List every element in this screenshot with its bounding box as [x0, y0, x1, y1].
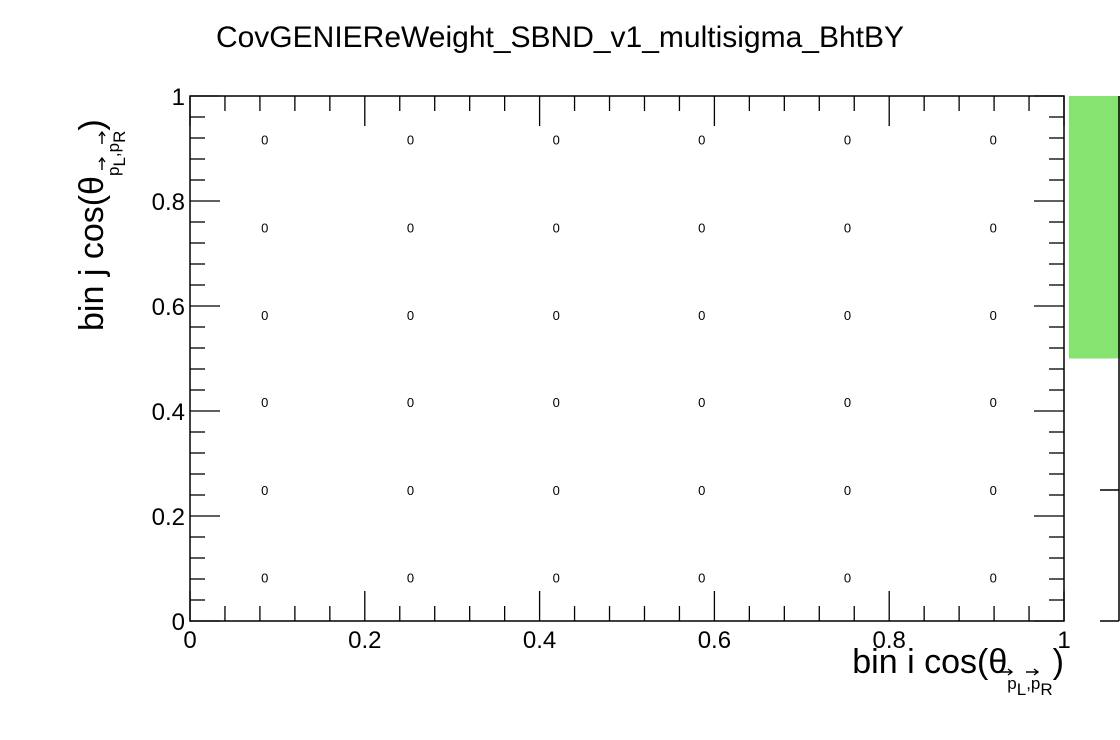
cell-value-labels: 0 0 0 0 0 0 0 0 0 0 0 0 0 0 0 0 0 0 0 0 0 0 0 0 0 0 0 0 0 0 0 0 0 0 0 0 [261, 133, 997, 586]
y-tick-label: 0.8 [152, 189, 185, 216]
cell-value: 0 [698, 308, 705, 323]
cell-value: 0 [698, 570, 705, 585]
x-axis-tick-labels: 0 0.2 0.4 0.6 0.8 1 [183, 627, 1070, 654]
y-axis-title-prefix: bin j cos( [73, 194, 111, 331]
cell-value: 0 [698, 133, 705, 148]
y-tick-label: 1 [172, 84, 185, 111]
y-axis-tick-labels: 0 0.2 0.4 0.6 0.8 1 [152, 84, 185, 636]
x-axis-title-sub-comma: , [1026, 674, 1031, 693]
cell-value: 0 [553, 570, 560, 585]
cell-value: 0 [990, 220, 997, 235]
chart-title: CovGENIEReWeight_SBND_v1_multisigma_BhtB… [216, 21, 904, 54]
y-axis-title-theta: θ [73, 176, 111, 195]
cell-value: 0 [990, 395, 997, 410]
cell-value: 0 [844, 570, 851, 585]
y-axis-ticks [190, 95, 1064, 622]
cell-value: 0 [407, 570, 414, 585]
cell-value: 0 [844, 133, 851, 148]
cell-value: 0 [990, 308, 997, 323]
y-tick-label: 0.6 [152, 294, 185, 321]
cell-value: 0 [407, 308, 414, 323]
cell-value: 0 [553, 133, 560, 148]
y-axis-title-sub-p1: p [104, 167, 123, 176]
cell-value: 0 [844, 220, 851, 235]
plot-frame [189, 95, 1065, 622]
y-axis-title-sub-comma: , [104, 152, 123, 157]
y-axis-title-suffix: ) [73, 119, 111, 130]
y-tick-label: 0.4 [152, 399, 185, 426]
x-axis-title-sub-L: L [1017, 680, 1026, 699]
cell-value: 0 [261, 395, 268, 410]
cell-value: 0 [990, 133, 997, 148]
x-tick-label: 0 [183, 627, 196, 654]
cell-value: 0 [990, 570, 997, 585]
cell-value: 0 [844, 395, 851, 410]
cell-value: 0 [553, 308, 560, 323]
cell-value: 0 [553, 483, 560, 498]
x-axis-title-vector-arrow [1026, 668, 1040, 676]
y-axis-title-sub-p2: p [104, 143, 123, 152]
cell-value: 0 [698, 395, 705, 410]
x-tick-label: 0.4 [523, 627, 556, 654]
cell-value: 0 [553, 395, 560, 410]
x-axis-title-prefix: bin i cos( [852, 643, 989, 681]
cell-value: 0 [990, 483, 997, 498]
y-axis-title: bin j cos(θpL,pR) [73, 119, 129, 331]
cell-value: 0 [261, 570, 268, 585]
x-axis-title: bin i cos(θpL,pR) [852, 643, 1064, 699]
y-tick-label: 0 [172, 609, 185, 636]
cell-value: 0 [261, 483, 268, 498]
y-axis-title-vector-arrow [98, 156, 106, 170]
x-axis-title-vector-arrow [1000, 668, 1014, 676]
x-tick-label: 0.2 [348, 627, 381, 654]
cell-value: 0 [844, 308, 851, 323]
cell-value: 0 [698, 220, 705, 235]
cell-value: 0 [844, 483, 851, 498]
palette-fill [1069, 96, 1120, 359]
cell-value: 0 [407, 220, 414, 235]
cell-value: 0 [407, 483, 414, 498]
x-tick-label: 0.6 [698, 627, 731, 654]
y-axis-title-sub-L: L [110, 157, 129, 166]
cell-value: 0 [698, 483, 705, 498]
x-tick-label: 1 [1057, 627, 1070, 654]
x-axis-title-suffix: ) [1053, 643, 1064, 681]
x-axis-title-sub-R: R [1040, 680, 1052, 699]
y-tick-label: 0.2 [152, 504, 185, 531]
cell-value: 0 [407, 133, 414, 148]
y-axis-title-vector-arrow [98, 130, 106, 144]
x-axis-ticks [189, 96, 1065, 621]
cell-value: 0 [261, 220, 268, 235]
cell-value: 0 [261, 133, 268, 148]
cell-value: 0 [407, 395, 414, 410]
cell-value: 0 [553, 220, 560, 235]
x-tick-label: 0.8 [873, 627, 906, 654]
x-axis-title-theta: θ [988, 643, 1007, 681]
y-axis-title-sub-R: R [110, 131, 129, 143]
x-axis-title-sub-p2: p [1031, 674, 1040, 693]
x-axis-title-sub-p1: p [1007, 674, 1016, 693]
cell-value: 0 [261, 308, 268, 323]
svg-text:bin j cos(θpL,pR): bin j cos(θpL,pR) [73, 119, 129, 331]
